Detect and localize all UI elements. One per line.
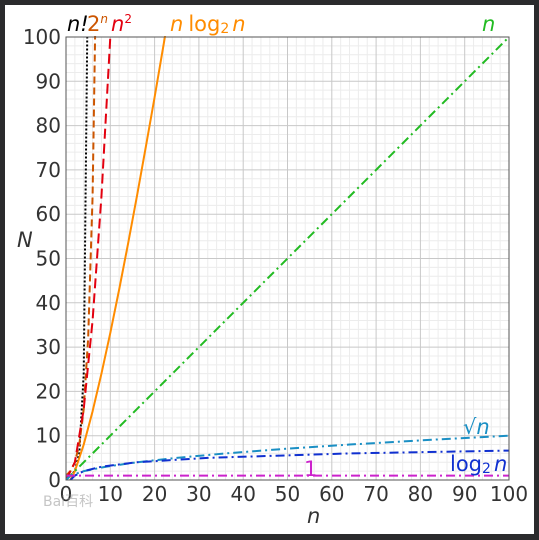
x-tick-label: 100	[490, 482, 528, 506]
x-tick-label: 60	[319, 482, 344, 506]
label-2-power-n: 2n	[87, 12, 108, 36]
x-tick-label: 70	[363, 482, 388, 506]
y-tick-label: 0	[48, 468, 61, 492]
x-tick-label: 90	[452, 482, 477, 506]
y-tick-label: 70	[36, 158, 61, 182]
series-line-2	[66, 36, 112, 480]
x-tick-label: 50	[275, 482, 300, 506]
y-tick-label: 20	[36, 379, 61, 403]
label-n-log-n: n log2 n	[170, 12, 246, 37]
y-tick-label: 30	[36, 335, 61, 359]
y-axis-title: N	[17, 228, 33, 252]
plot-border	[65, 36, 510, 481]
label-constant-1: 1	[304, 457, 317, 481]
tick-labels: 0 10 20 30 40 50 60 70 80 90 100 0 10 20 30 40 50 60 70 80 9…	[23, 25, 528, 506]
y-tick-label: 90	[36, 69, 61, 93]
series-line-3	[69, 36, 167, 480]
label-n-squared: n2	[111, 12, 132, 36]
label-log-n: log2 n	[450, 452, 507, 477]
label-n-factorial: n!	[67, 12, 89, 36]
x-axis-title: n	[307, 504, 320, 528]
watermark: Bai百科	[43, 494, 94, 510]
y-tick-label: 80	[36, 114, 61, 138]
x-tick-label: 40	[230, 482, 255, 506]
y-tick-label: 60	[36, 202, 61, 226]
x-tick-label: 20	[142, 482, 167, 506]
x-tick-label: 10	[98, 482, 123, 506]
x-tick-label: 80	[408, 482, 433, 506]
y-tick-label: 50	[36, 247, 61, 271]
label-sqrt-n: √n	[463, 415, 490, 439]
y-tick-label: 10	[36, 424, 61, 448]
series-layer	[66, 36, 509, 480]
y-tick-label: 100	[23, 25, 61, 49]
x-tick-label: 30	[186, 482, 211, 506]
y-tick-label: 40	[36, 291, 61, 315]
series-line-6	[69, 449, 509, 480]
label-linear-n: n	[482, 12, 495, 36]
series-line-1	[66, 36, 97, 477]
chart-frame: 0 10 20 30 40 50 60 70 80 90 100 0 10 20 30 40 50 60 70 80 9…	[5, 5, 534, 534]
complexity-chart: 0 10 20 30 40 50 60 70 80 90 100 0 10 20 30 40 50 60 70 80 9…	[17, 12, 528, 528]
series-line-5	[66, 434, 509, 480]
x-tick-label: 0	[60, 482, 73, 506]
